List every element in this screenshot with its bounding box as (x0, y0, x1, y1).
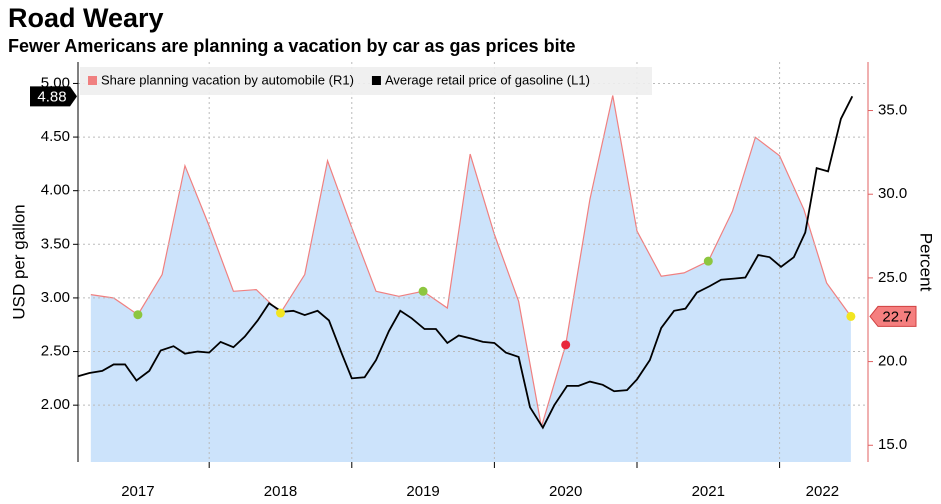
chart-title: Road Weary (8, 3, 164, 33)
x-tick-label: 2022 (806, 483, 839, 500)
y2-tick-label: 35.0 (878, 102, 907, 119)
y-tick-label: 2.50 (41, 343, 70, 360)
last-value-tag (30, 86, 77, 107)
highlight-dot (275, 308, 285, 318)
y2-tick-label: 30.0 (878, 185, 907, 202)
legend-swatch (88, 76, 97, 85)
last-value-label: 4.88 (37, 88, 66, 105)
y-tick-label: 3.50 (41, 235, 70, 252)
area-fill (90, 95, 851, 462)
highlight-dot (846, 311, 856, 321)
x-tick-label: 2020 (549, 483, 582, 500)
highlight-dot (703, 256, 713, 266)
y-tick-label: 4.50 (41, 128, 70, 145)
x-tick-label: 2017 (121, 483, 154, 500)
y2-tick-label: 25.0 (878, 269, 907, 286)
y-axis-label: USD per gallon (9, 204, 28, 319)
y2-axis-label: Percent (917, 233, 936, 292)
y-tick-label: 2.00 (41, 396, 70, 413)
highlight-dot (561, 340, 571, 350)
last-value-label: 22.7 (882, 308, 911, 325)
x-tick-label: 2019 (406, 483, 439, 500)
y2-tick-label: 15.0 (878, 436, 907, 453)
legend-label: Average retail price of gasoline (L1) (385, 72, 590, 87)
x-tick-label: 2018 (264, 483, 297, 500)
y-tick-label: 3.00 (41, 289, 70, 306)
legend-box (80, 67, 652, 95)
highlight-dot (133, 310, 143, 320)
legend-label: Share planning vacation by automobile (R… (101, 72, 354, 87)
last-value-tag (869, 305, 917, 327)
highlight-dot (418, 286, 428, 296)
price-line (77, 95, 854, 430)
chart-subtitle: Fewer Americans are planning a vacation … (8, 36, 576, 56)
y-tick-label: 4.00 (41, 182, 70, 199)
x-tick-label: 2021 (692, 483, 725, 500)
area-line (90, 95, 852, 428)
legend-swatch (371, 76, 381, 85)
y2-tick-label: 20.0 (878, 353, 907, 370)
